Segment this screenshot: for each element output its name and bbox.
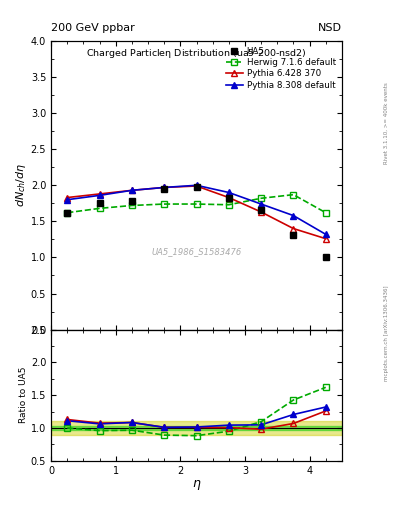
UA5: [323, 254, 328, 261]
Pythia 8.308 default: [162, 184, 167, 190]
Pythia 8.308 default: [226, 189, 231, 196]
Text: Rivet 3.1.10, >= 400k events: Rivet 3.1.10, >= 400k events: [384, 82, 389, 164]
Pythia 8.308 default: [97, 193, 102, 199]
Pythia 8.308 default: [291, 212, 296, 219]
Herwig 7.1.6 default: [194, 201, 199, 207]
Pythia 6.428 370: [226, 195, 231, 201]
Pythia 6.428 370: [65, 195, 70, 201]
Legend: UA5, Herwig 7.1.6 default, Pythia 6.428 370, Pythia 8.308 default: UA5, Herwig 7.1.6 default, Pythia 6.428 …: [224, 46, 338, 92]
Herwig 7.1.6 default: [130, 202, 134, 208]
Herwig 7.1.6 default: [162, 201, 167, 207]
UA5: [162, 186, 167, 192]
Text: NSD: NSD: [318, 23, 342, 33]
UA5: [259, 207, 263, 213]
Pythia 6.428 370: [162, 184, 167, 190]
UA5: [194, 184, 199, 190]
Line: Pythia 6.428 370: Pythia 6.428 370: [64, 183, 329, 242]
Y-axis label: $dN_{ch}/d\eta$: $dN_{ch}/d\eta$: [14, 163, 28, 207]
UA5: [291, 232, 296, 238]
UA5: [226, 195, 231, 201]
Y-axis label: Ratio to UA5: Ratio to UA5: [19, 367, 28, 423]
Text: 200 GeV ppbar: 200 GeV ppbar: [51, 23, 135, 33]
Line: UA5: UA5: [64, 184, 329, 261]
Pythia 6.428 370: [259, 209, 263, 215]
Line: Herwig 7.1.6 default: Herwig 7.1.6 default: [64, 191, 329, 216]
Pythia 6.428 370: [130, 187, 134, 194]
Pythia 8.308 default: [259, 201, 263, 207]
Pythia 8.308 default: [130, 187, 134, 194]
Herwig 7.1.6 default: [291, 191, 296, 198]
Pythia 6.428 370: [194, 183, 199, 189]
X-axis label: $\eta$: $\eta$: [192, 478, 201, 493]
Herwig 7.1.6 default: [97, 205, 102, 211]
UA5: [97, 200, 102, 206]
Pythia 6.428 370: [97, 191, 102, 197]
Herwig 7.1.6 default: [226, 202, 231, 208]
Pythia 6.428 370: [323, 236, 328, 242]
Pythia 8.308 default: [65, 197, 70, 203]
Pythia 6.428 370: [291, 225, 296, 231]
Herwig 7.1.6 default: [259, 195, 263, 201]
Herwig 7.1.6 default: [323, 209, 328, 216]
Line: Pythia 8.308 default: Pythia 8.308 default: [64, 182, 329, 238]
Herwig 7.1.6 default: [65, 209, 70, 216]
UA5: [130, 198, 134, 204]
Text: Charged Particle$\mathsf{\eta}$ Distribution (ua5-200-nsd2): Charged Particle$\mathsf{\eta}$ Distribu…: [86, 47, 307, 60]
Text: UA5_1986_S1583476: UA5_1986_S1583476: [151, 247, 242, 256]
Pythia 8.308 default: [194, 182, 199, 188]
Pythia 8.308 default: [323, 231, 328, 238]
Text: mcplots.cern.ch [arXiv:1306.3436]: mcplots.cern.ch [arXiv:1306.3436]: [384, 285, 389, 380]
UA5: [65, 209, 70, 216]
